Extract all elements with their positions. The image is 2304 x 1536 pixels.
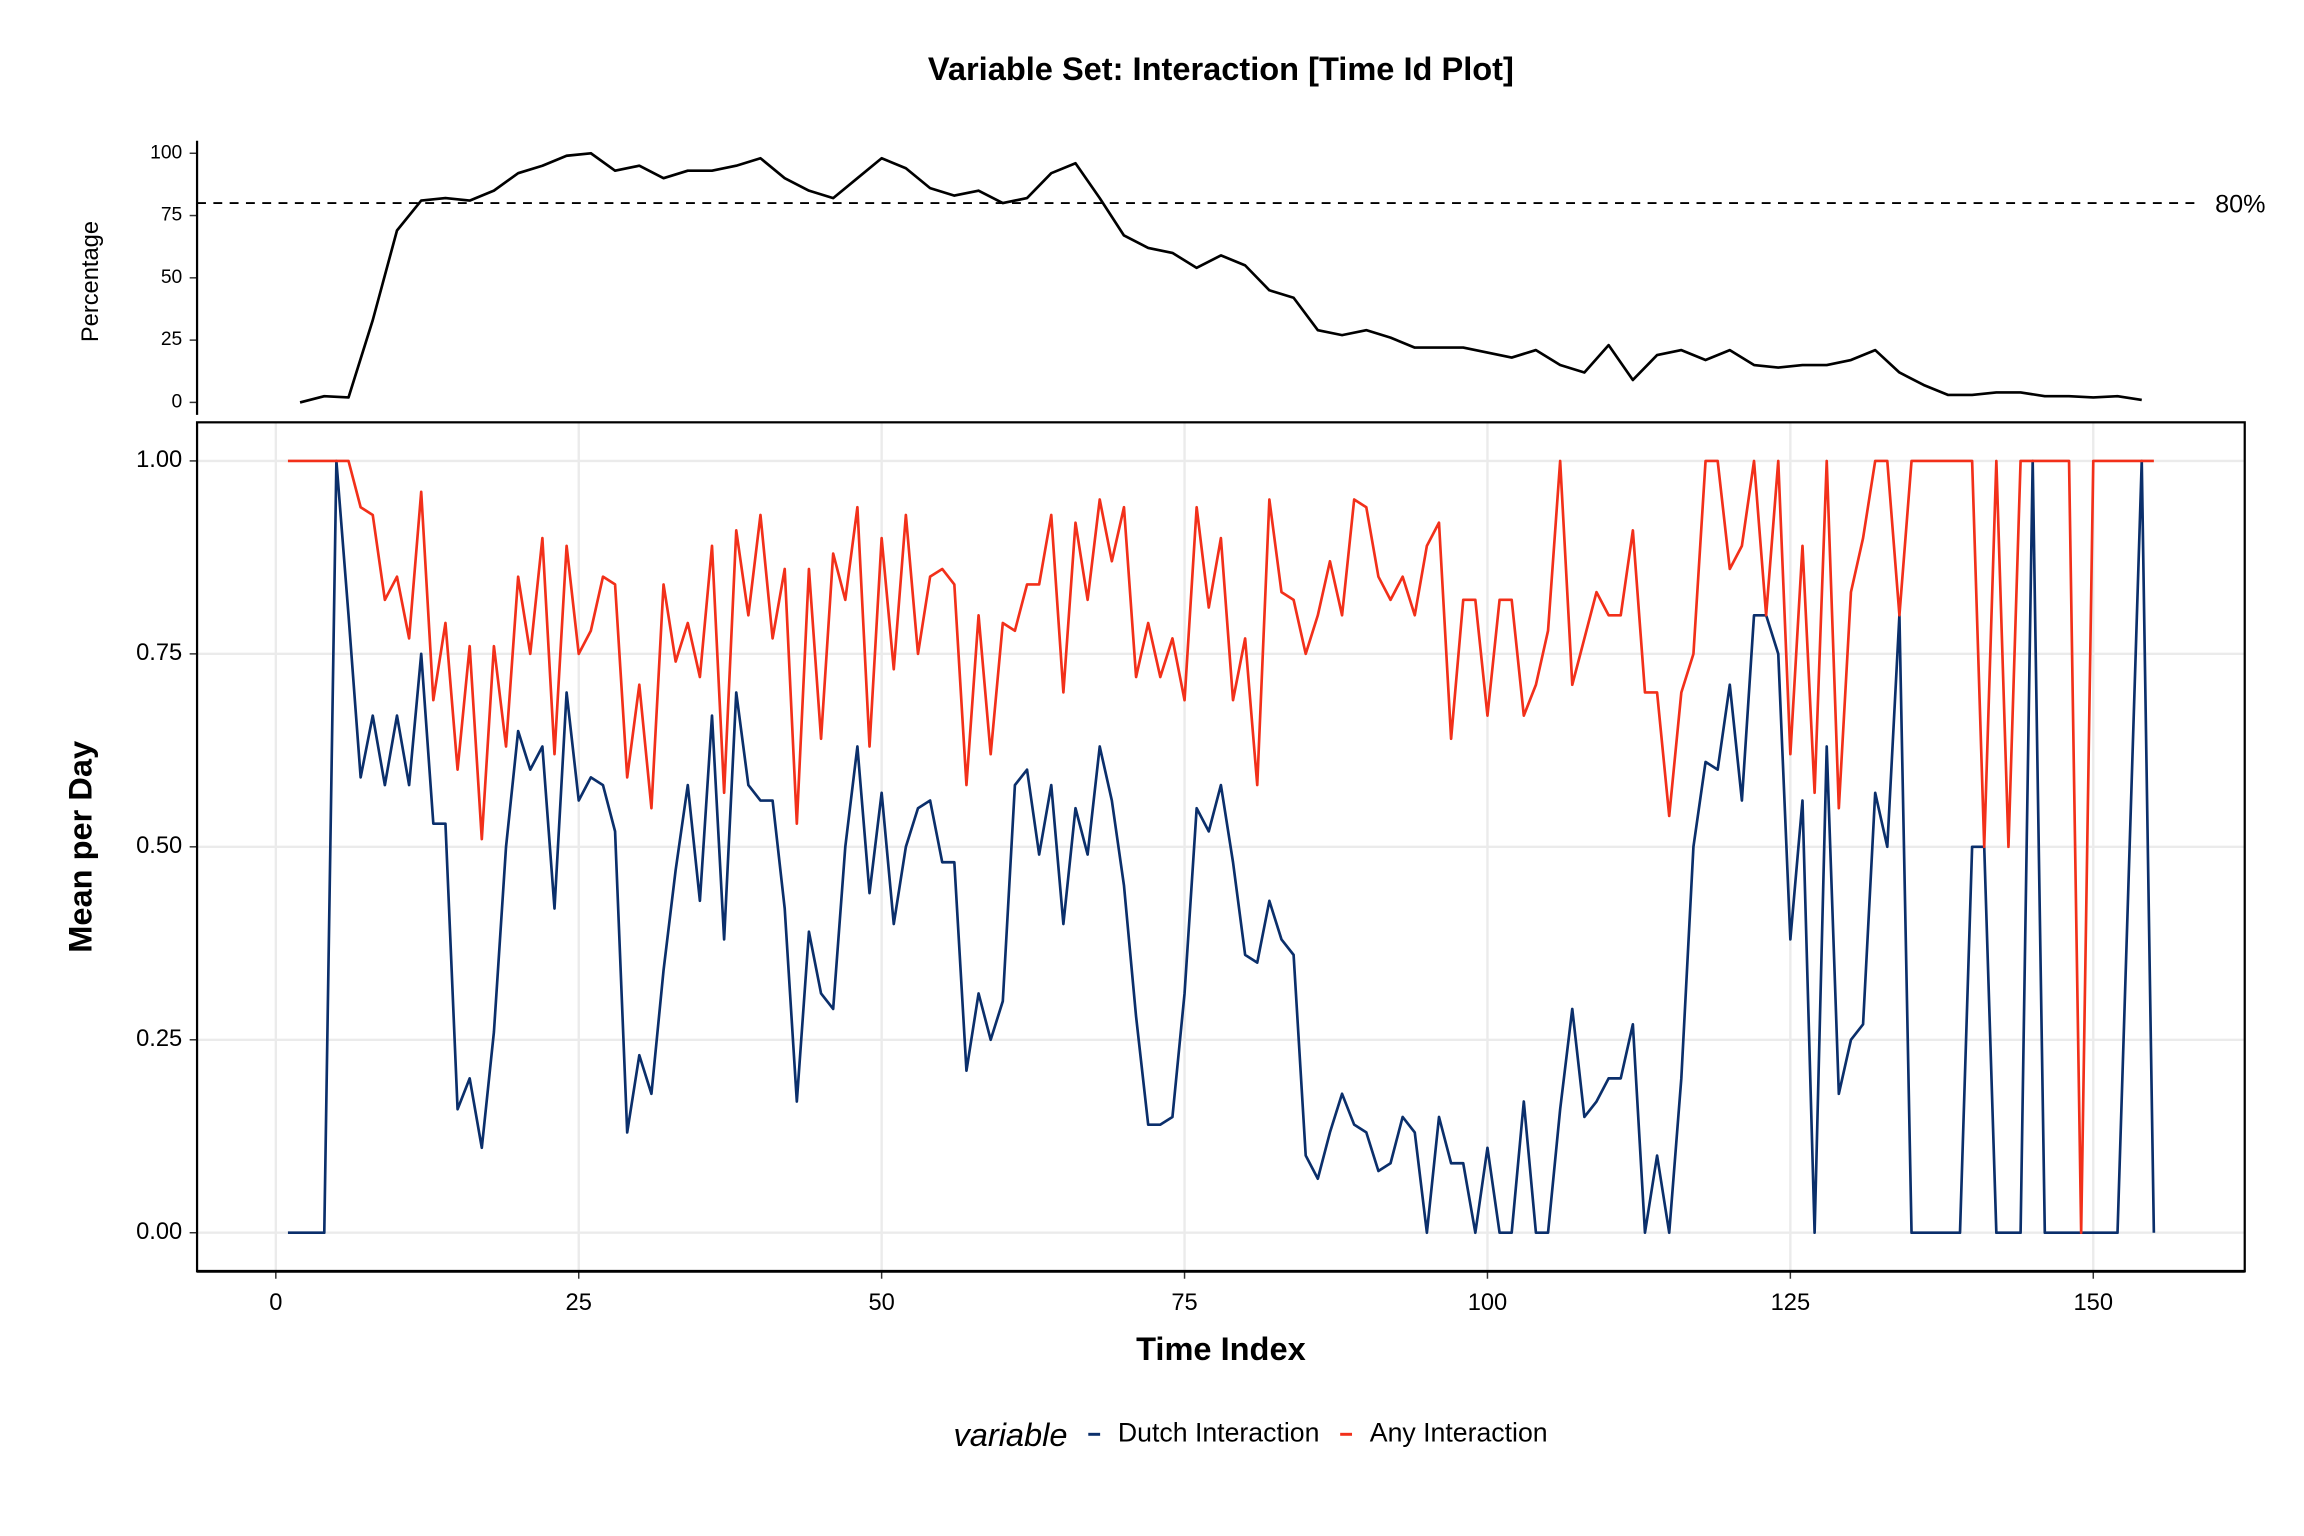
chart-title: Variable Set: Interaction [Time Id Plot] (928, 50, 1514, 87)
x-tick-label: 25 (566, 1290, 592, 1316)
legend-title: variable (953, 1416, 1067, 1453)
legend-label: Any Interaction (1370, 1417, 1548, 1447)
data-line (287, 459, 2156, 1235)
x-tick-label: 100 (1468, 1290, 1508, 1316)
x-tick-label: 50 (868, 1290, 894, 1316)
y-tick-label: 0.00 (136, 1219, 182, 1245)
reference-label: 80% (2215, 191, 2265, 219)
y-tick-label: 1.00 (136, 447, 182, 473)
y-tick-label: 0.75 (136, 640, 182, 666)
data-line (299, 151, 2142, 404)
y-tick-label: 50 (161, 267, 182, 288)
x-tick-label: 150 (2074, 1290, 2114, 1316)
y-tick-label: 75 (161, 205, 182, 226)
x-tick-label: 125 (1771, 1290, 1811, 1316)
y-axis-title: Percentage (78, 221, 104, 342)
legend-label: Dutch Interaction (1118, 1417, 1320, 1447)
y-tick-label: 25 (161, 329, 182, 350)
y-axis-title: Mean per Day (62, 741, 99, 953)
x-tick-label: 0 (269, 1290, 282, 1316)
y-tick-label: 0.25 (136, 1026, 182, 1052)
x-tick-label: 75 (1171, 1290, 1197, 1316)
y-tick-label: 100 (150, 142, 182, 163)
data-line (287, 459, 2154, 1235)
y-tick-label: 0 (172, 391, 183, 412)
y-tick-label: 0.50 (136, 833, 182, 859)
x-axis-title: Time Index (1136, 1330, 1306, 1367)
